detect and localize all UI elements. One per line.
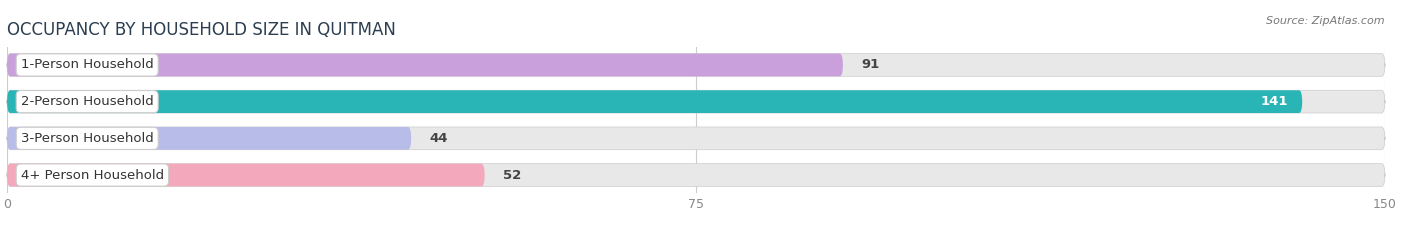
Text: 52: 52 [503,168,522,182]
FancyBboxPatch shape [7,127,411,150]
Text: 2-Person Household: 2-Person Household [21,95,153,108]
FancyBboxPatch shape [7,127,1385,150]
Text: Source: ZipAtlas.com: Source: ZipAtlas.com [1267,16,1385,26]
FancyBboxPatch shape [7,90,1302,113]
Text: OCCUPANCY BY HOUSEHOLD SIZE IN QUITMAN: OCCUPANCY BY HOUSEHOLD SIZE IN QUITMAN [7,21,396,39]
Text: 3-Person Household: 3-Person Household [21,132,153,145]
FancyBboxPatch shape [7,90,1385,113]
Text: 4+ Person Household: 4+ Person Household [21,168,165,182]
Text: 44: 44 [430,132,449,145]
FancyBboxPatch shape [7,54,1385,76]
Text: 1-Person Household: 1-Person Household [21,58,153,72]
Text: 141: 141 [1261,95,1288,108]
FancyBboxPatch shape [7,54,844,76]
Text: 91: 91 [862,58,880,72]
FancyBboxPatch shape [7,164,485,186]
FancyBboxPatch shape [7,164,1385,186]
